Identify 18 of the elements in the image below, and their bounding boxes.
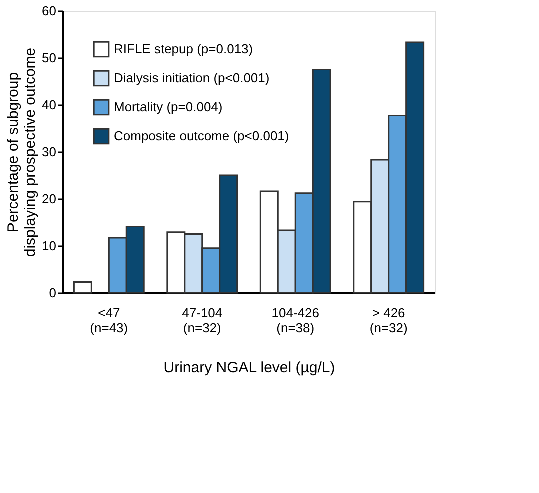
y-tick-label: 40	[42, 98, 56, 112]
y-tick-label: 10	[42, 238, 56, 254]
legend-label: Mortality (p=0.004)	[114, 100, 223, 114]
bar	[73, 281, 92, 294]
legend-label: Dialysis initiation (p<0.001)	[114, 70, 270, 86]
x-tick-label: > 426 (n=32)	[370, 306, 408, 336]
x-tick-label: 47-104 (n=32)	[182, 306, 223, 336]
y-tick-label: 0	[49, 286, 56, 300]
x-tick-label: 104-426 (n=38)	[272, 306, 320, 336]
y-axis-title: Percentage of subgroup displaying prospective outcome	[5, 48, 40, 258]
x-axis-title: Urinary NGAL level (µg/L)	[164, 360, 336, 376]
y-tick-label: 50	[42, 50, 56, 66]
legend-label: RIFLE stepup (p=0.013)	[114, 42, 254, 56]
y-tick-label: 20	[42, 192, 56, 206]
x-tick-label: <47 (n=43)	[90, 306, 128, 336]
y-tick-label: 60	[42, 4, 56, 18]
legend-label: Composite outcome (p<0.001)	[114, 128, 290, 144]
y-tick-label: 30	[42, 144, 56, 160]
